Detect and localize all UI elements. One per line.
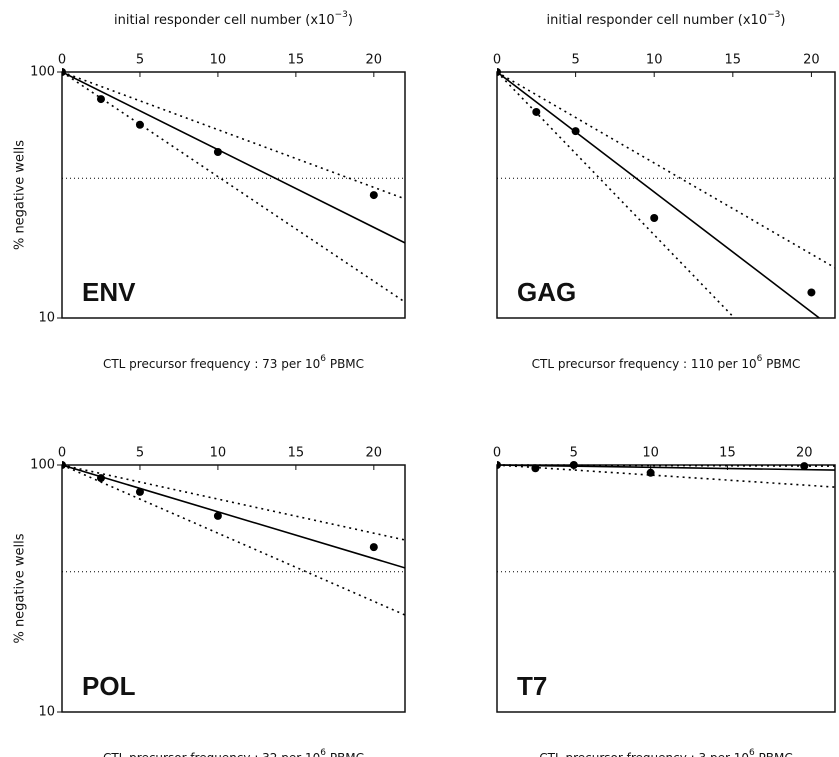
- caption: CTL precursor frequency : 3 per 106 PBMC: [539, 748, 792, 757]
- x-tick-label: 15: [725, 53, 742, 68]
- x-tick-label: 5: [571, 53, 579, 68]
- x-tick-label: 20: [803, 53, 820, 68]
- x-tick-label: 5: [570, 446, 578, 461]
- dotted-line: [497, 71, 835, 269]
- x-axis-label-sup: −3: [767, 10, 780, 20]
- x-tick-label: 10: [646, 53, 663, 68]
- y-axis-label: % negative wells: [13, 140, 28, 250]
- dotted-line: [62, 71, 405, 200]
- plot-area: [497, 68, 835, 318]
- data-point: [807, 288, 816, 297]
- data-point: [369, 543, 378, 552]
- dotted-line: [62, 71, 405, 303]
- plot-frame: [61, 71, 406, 319]
- data-point: [96, 95, 105, 104]
- caption: CTL precursor frequency : 32 per 106 PBM…: [103, 748, 364, 757]
- plot-area: [497, 461, 835, 573]
- caption-sup: 6: [320, 748, 326, 757]
- dotted-line: [497, 464, 835, 467]
- caption-end: PBMC: [762, 357, 800, 371]
- plot-frame: [496, 464, 836, 713]
- solid-line: [62, 71, 405, 244]
- x-axis-label-text: initial responder cell number (x10: [114, 13, 335, 28]
- x-tick-label: 5: [136, 446, 144, 461]
- data-point: [135, 487, 144, 496]
- data-point: [650, 213, 659, 222]
- plot-frame: [61, 464, 406, 713]
- x-tick-label: 0: [493, 53, 501, 68]
- x-tick-label: 20: [796, 446, 813, 461]
- data-point: [569, 461, 578, 469]
- dotted-line: [497, 464, 835, 488]
- x-tick-label: 15: [288, 53, 305, 68]
- caption-text: CTL precursor frequency : 73 per 10: [103, 357, 320, 371]
- plot-area: [62, 68, 405, 303]
- y-tick-label: 10: [38, 311, 55, 326]
- caption-sup: 6: [320, 354, 326, 364]
- dotted-line: [62, 464, 405, 616]
- caption-text: CTL precursor frequency : 32 per 10: [103, 751, 320, 757]
- x-axis-label-end: ): [348, 13, 353, 28]
- caption-end: PBMC: [326, 751, 364, 757]
- caption: CTL precursor frequency : 73 per 106 PBM…: [103, 354, 364, 371]
- plot-frame: [496, 71, 836, 319]
- panel-label: ENV: [82, 277, 136, 307]
- caption-end: PBMC: [755, 751, 793, 757]
- x-tick-label: 20: [366, 53, 383, 68]
- x-tick-label: 20: [366, 446, 383, 461]
- x-axis-label-text: initial responder cell number (x10: [547, 13, 768, 28]
- x-tick-label: 10: [642, 446, 659, 461]
- panel-label: POL: [82, 671, 136, 701]
- y-tick-label: 10: [38, 705, 55, 720]
- solid-line: [497, 464, 835, 471]
- panel-label: GAG: [517, 277, 576, 307]
- dotted-line: [62, 464, 405, 541]
- caption-text: CTL precursor frequency : 3 per 10: [539, 751, 749, 757]
- caption-text: CTL precursor frequency : 110 per 10: [532, 357, 757, 371]
- solid-line: [497, 71, 820, 318]
- x-tick-label: 5: [136, 53, 144, 68]
- data-point: [213, 511, 222, 520]
- caption-end: PBMC: [326, 357, 364, 371]
- x-axis-label: initial responder cell number (x10−3): [547, 10, 786, 28]
- solid-line: [62, 464, 405, 569]
- data-point: [369, 191, 378, 200]
- y-axis-label: % negative wells: [13, 533, 28, 643]
- x-tick-label: 0: [58, 53, 66, 68]
- caption: CTL precursor frequency : 110 per 106 PB…: [532, 354, 801, 371]
- x-tick-label: 10: [210, 53, 227, 68]
- panel-label: T7: [517, 671, 547, 701]
- caption-sup: 6: [757, 354, 763, 364]
- x-axis-label-end: ): [780, 13, 785, 28]
- x-tick-label: 15: [288, 446, 305, 461]
- x-axis-label-sup: −3: [335, 10, 348, 20]
- plot-area: [62, 461, 405, 616]
- y-tick-label: 100: [30, 65, 55, 80]
- data-point: [532, 107, 541, 116]
- caption-sup: 6: [749, 748, 755, 757]
- x-tick-label: 15: [719, 446, 736, 461]
- y-tick-label: 100: [30, 458, 55, 473]
- x-tick-label: 0: [493, 446, 501, 461]
- x-axis-label: initial responder cell number (x10−3): [114, 10, 353, 28]
- x-tick-label: 10: [210, 446, 227, 461]
- x-tick-label: 0: [58, 446, 66, 461]
